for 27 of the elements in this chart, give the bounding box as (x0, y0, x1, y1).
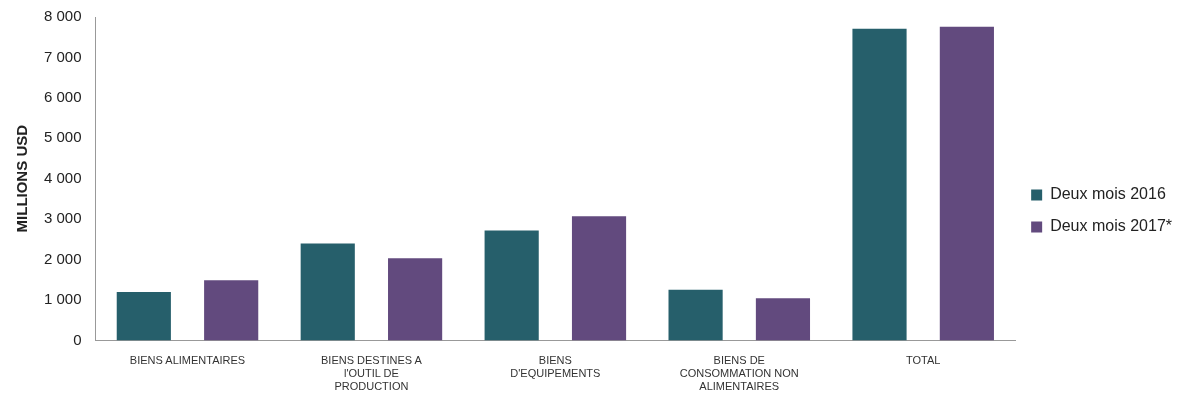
y-tick-label: 3 000 (43, 209, 82, 227)
legend-label: Deux mois 2017* (1050, 217, 1172, 235)
x-tick-label: BIENS DESTINES A l'OUTIL DE PRODUCTION (320, 354, 423, 393)
bar (755, 298, 811, 341)
bar (571, 216, 627, 341)
bar (388, 258, 443, 341)
x-tick-label: TOTAL (905, 354, 941, 367)
y-tick-label: 5 000 (43, 128, 82, 146)
y-tick-label: 7 000 (43, 47, 82, 65)
y-axis-title: MILLIONS USD (13, 124, 31, 233)
x-tick-label: BIENS ALIMENTAIRES (129, 354, 246, 367)
bar (668, 289, 723, 341)
x-tick-label: BIENS DE CONSOMMATION NON ALIMENTAIRES (679, 354, 799, 393)
y-tick-label: 4 000 (43, 168, 82, 186)
bar (939, 26, 994, 341)
y-tick-label: 1 000 (43, 290, 82, 308)
bar (300, 243, 355, 341)
y-tick-label: 0 (73, 330, 82, 348)
bar (484, 230, 539, 341)
y-tick-label: 2 000 (43, 249, 82, 267)
y-tick-label: 6 000 (43, 87, 82, 105)
y-tick-label: 8 000 (43, 7, 82, 25)
x-tick-label: BIENS D'EQUIPEMENTS (510, 354, 601, 380)
bar (116, 291, 171, 341)
bar (204, 280, 259, 341)
legend-label: Deux mois 2016 (1050, 185, 1166, 203)
bar (852, 28, 907, 341)
